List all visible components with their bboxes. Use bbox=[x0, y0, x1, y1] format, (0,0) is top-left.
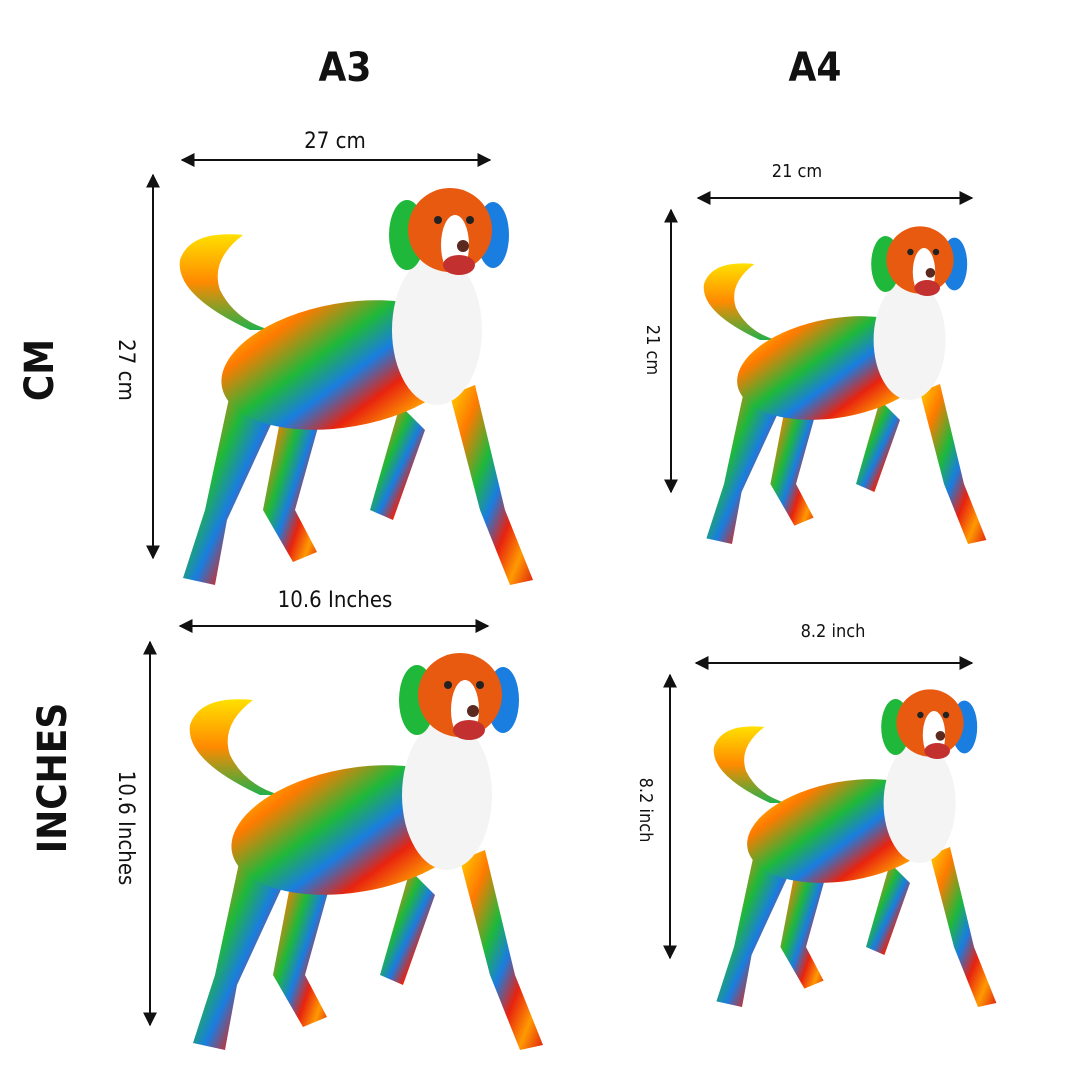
dog-image bbox=[713, 689, 997, 1007]
width-label: 27 cm bbox=[304, 129, 366, 154]
row-header: INCHES bbox=[30, 703, 76, 854]
height-label: 27 cm bbox=[113, 339, 138, 401]
height-label: 10.6 Inches bbox=[113, 771, 138, 886]
dog-image bbox=[703, 226, 987, 544]
row-header: CM bbox=[17, 339, 63, 401]
height-label: 21 cm bbox=[642, 325, 663, 375]
dog-image bbox=[179, 188, 533, 585]
dog-image bbox=[189, 653, 543, 1050]
width-label: 21 cm bbox=[772, 161, 822, 182]
column-header: A3 bbox=[319, 45, 372, 91]
width-label: 8.2 inch bbox=[801, 621, 866, 642]
height-label: 8.2 inch bbox=[635, 778, 656, 843]
column-header: A4 bbox=[789, 45, 842, 91]
width-label: 10.6 Inches bbox=[278, 588, 393, 613]
